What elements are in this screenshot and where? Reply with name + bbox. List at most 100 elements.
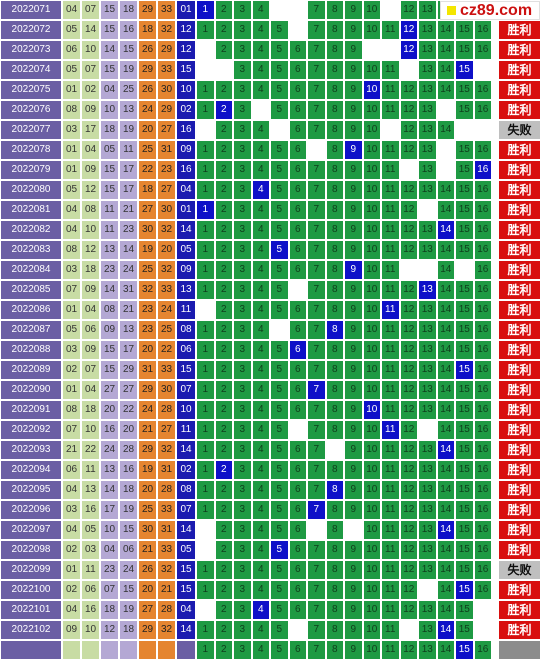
candidate-number-cell: 3 — [233, 480, 252, 500]
period-cell: 2022082 — [0, 220, 62, 240]
candidate-number-cell: 9 — [344, 40, 363, 60]
candidate-number-cell: 2 — [214, 500, 233, 520]
result-badge: 胜利 — [498, 380, 541, 400]
candidate-number-cell: 7 — [307, 580, 326, 600]
drawn-number-cell: 05 — [176, 240, 196, 260]
candidate-number-cell: 16 — [473, 340, 492, 360]
candidate-number-cell: 2 — [214, 400, 233, 420]
drawn-number-cell: 33 — [157, 280, 176, 300]
excluded-number-cell: 1 — [196, 40, 215, 60]
candidate-number-cell: 13 — [418, 160, 437, 180]
candidate-number-cell: 7 — [307, 240, 326, 260]
drawn-number-cell: 09 — [81, 100, 100, 120]
candidate-number-cell: 15 — [455, 500, 474, 520]
drawn-number-cell: 04 — [81, 380, 100, 400]
result-badge: 胜利 — [498, 20, 541, 40]
candidate-number-cell: 5 — [270, 480, 289, 500]
excluded-number-cell: 6 — [288, 0, 307, 20]
candidate-number-cell: 16 — [473, 260, 492, 280]
drawn-number-cell: 08 — [176, 320, 196, 340]
drawn-number-cell: 30 — [138, 220, 157, 240]
hit-number-cell: 6 — [288, 340, 307, 360]
candidate-number-cell: 6 — [288, 500, 307, 520]
candidate-number-cell: 12 — [399, 320, 418, 340]
candidate-number-cell: 8 — [325, 40, 344, 60]
candidate-number-cell: 14 — [436, 480, 455, 500]
drawn-number-cell: 27 — [119, 380, 138, 400]
candidate-number-cell: 2 — [214, 240, 233, 260]
drawn-number-cell: 13 — [119, 100, 138, 120]
candidate-number-cell: 10 — [362, 60, 381, 80]
hit-number-cell: 7 — [307, 500, 326, 520]
drawn-number-cell: 07 — [176, 380, 196, 400]
candidate-number-cell: 8 — [325, 80, 344, 100]
drawn-number-cell: 29 — [157, 40, 176, 60]
drawn-number-cell: 18 — [100, 600, 119, 620]
candidate-number-cell: 13 — [418, 640, 437, 660]
candidate-number-cell: 16 — [473, 580, 492, 600]
candidate-number-cell: 14 — [436, 600, 455, 620]
drawn-number-cell: 17 — [100, 500, 119, 520]
drawn-number-cell: 31 — [157, 460, 176, 480]
excluded-number-cell: 15 — [455, 120, 474, 140]
candidate-number-cell: 9 — [344, 340, 363, 360]
drawn-number-cell: 06 — [62, 460, 81, 480]
drawn-number-cell: 01 — [176, 200, 196, 220]
candidate-number-cell: 11 — [381, 540, 400, 560]
candidate-number-cell: 1 — [196, 240, 215, 260]
site-logo[interactable]: cz89.com — [440, 1, 540, 20]
drawn-number-cell: 04 — [62, 600, 81, 620]
drawn-number-cell: 15 — [100, 0, 119, 20]
excluded-number-cell: 9 — [344, 520, 363, 540]
candidate-number-cell: 9 — [344, 0, 363, 20]
period-cell: 2022081 — [0, 200, 62, 220]
hit-number-cell: 12 — [399, 40, 418, 60]
drawn-number-cell: 11 — [176, 300, 196, 320]
candidate-number-cell: 11 — [381, 360, 400, 380]
candidate-number-cell: 2 — [214, 260, 233, 280]
candidate-number-cell: 4 — [251, 220, 270, 240]
period-cell: 2022100 — [0, 580, 62, 600]
drawn-number-cell: 15 — [100, 340, 119, 360]
drawn-number-cell: 02 — [176, 460, 196, 480]
candidate-number-cell: 10 — [362, 460, 381, 480]
candidate-number-cell: 13 — [418, 220, 437, 240]
result-badge: 胜利 — [498, 620, 541, 640]
drawn-number-cell: 15 — [176, 580, 196, 600]
drawn-number-cell: 21 — [138, 420, 157, 440]
candidate-number-cell: 16 — [473, 420, 492, 440]
excluded-number-cell: 11 — [381, 120, 400, 140]
drawn-number-cell: 01 — [62, 80, 81, 100]
candidate-number-cell: 14 — [436, 40, 455, 60]
hit-number-cell: 16 — [473, 160, 492, 180]
drawn-number-cell: 07 — [100, 580, 119, 600]
candidate-number-cell: 4 — [251, 400, 270, 420]
candidate-number-cell: 9 — [344, 320, 363, 340]
candidate-number-cell: 13 — [418, 0, 437, 20]
candidate-number-cell: 12 — [399, 240, 418, 260]
candidate-number-cell: 14 — [436, 320, 455, 340]
drawn-number-cell: 33 — [157, 60, 176, 80]
drawn-number-cell: 20 — [138, 340, 157, 360]
candidate-number-cell: 10 — [362, 340, 381, 360]
drawn-number-cell: 22 — [81, 440, 100, 460]
drawn-number-cell: 04 — [81, 300, 100, 320]
drawn-number-cell: 04 — [81, 140, 100, 160]
hit-number-cell: 4 — [251, 180, 270, 200]
candidate-number-cell: 15 — [455, 340, 474, 360]
candidate-number-cell: 10 — [362, 520, 381, 540]
period-cell — [0, 640, 62, 660]
candidate-number-cell: 9 — [344, 240, 363, 260]
candidate-number-cell: 11 — [381, 80, 400, 100]
candidate-number-cell: 4 — [251, 200, 270, 220]
candidate-number-cell: 11 — [381, 280, 400, 300]
candidate-number-cell: 3 — [233, 280, 252, 300]
candidate-number-cell: 9 — [344, 420, 363, 440]
candidate-number-cell: 3 — [233, 240, 252, 260]
candidate-number-cell: 11 — [381, 320, 400, 340]
drawn-number-cell: 21 — [119, 200, 138, 220]
excluded-number-cell: 16 — [473, 60, 492, 80]
candidate-number-cell: 1 — [196, 460, 215, 480]
candidate-number-cell: 15 — [455, 320, 474, 340]
result-badge: 失败 — [498, 560, 541, 580]
